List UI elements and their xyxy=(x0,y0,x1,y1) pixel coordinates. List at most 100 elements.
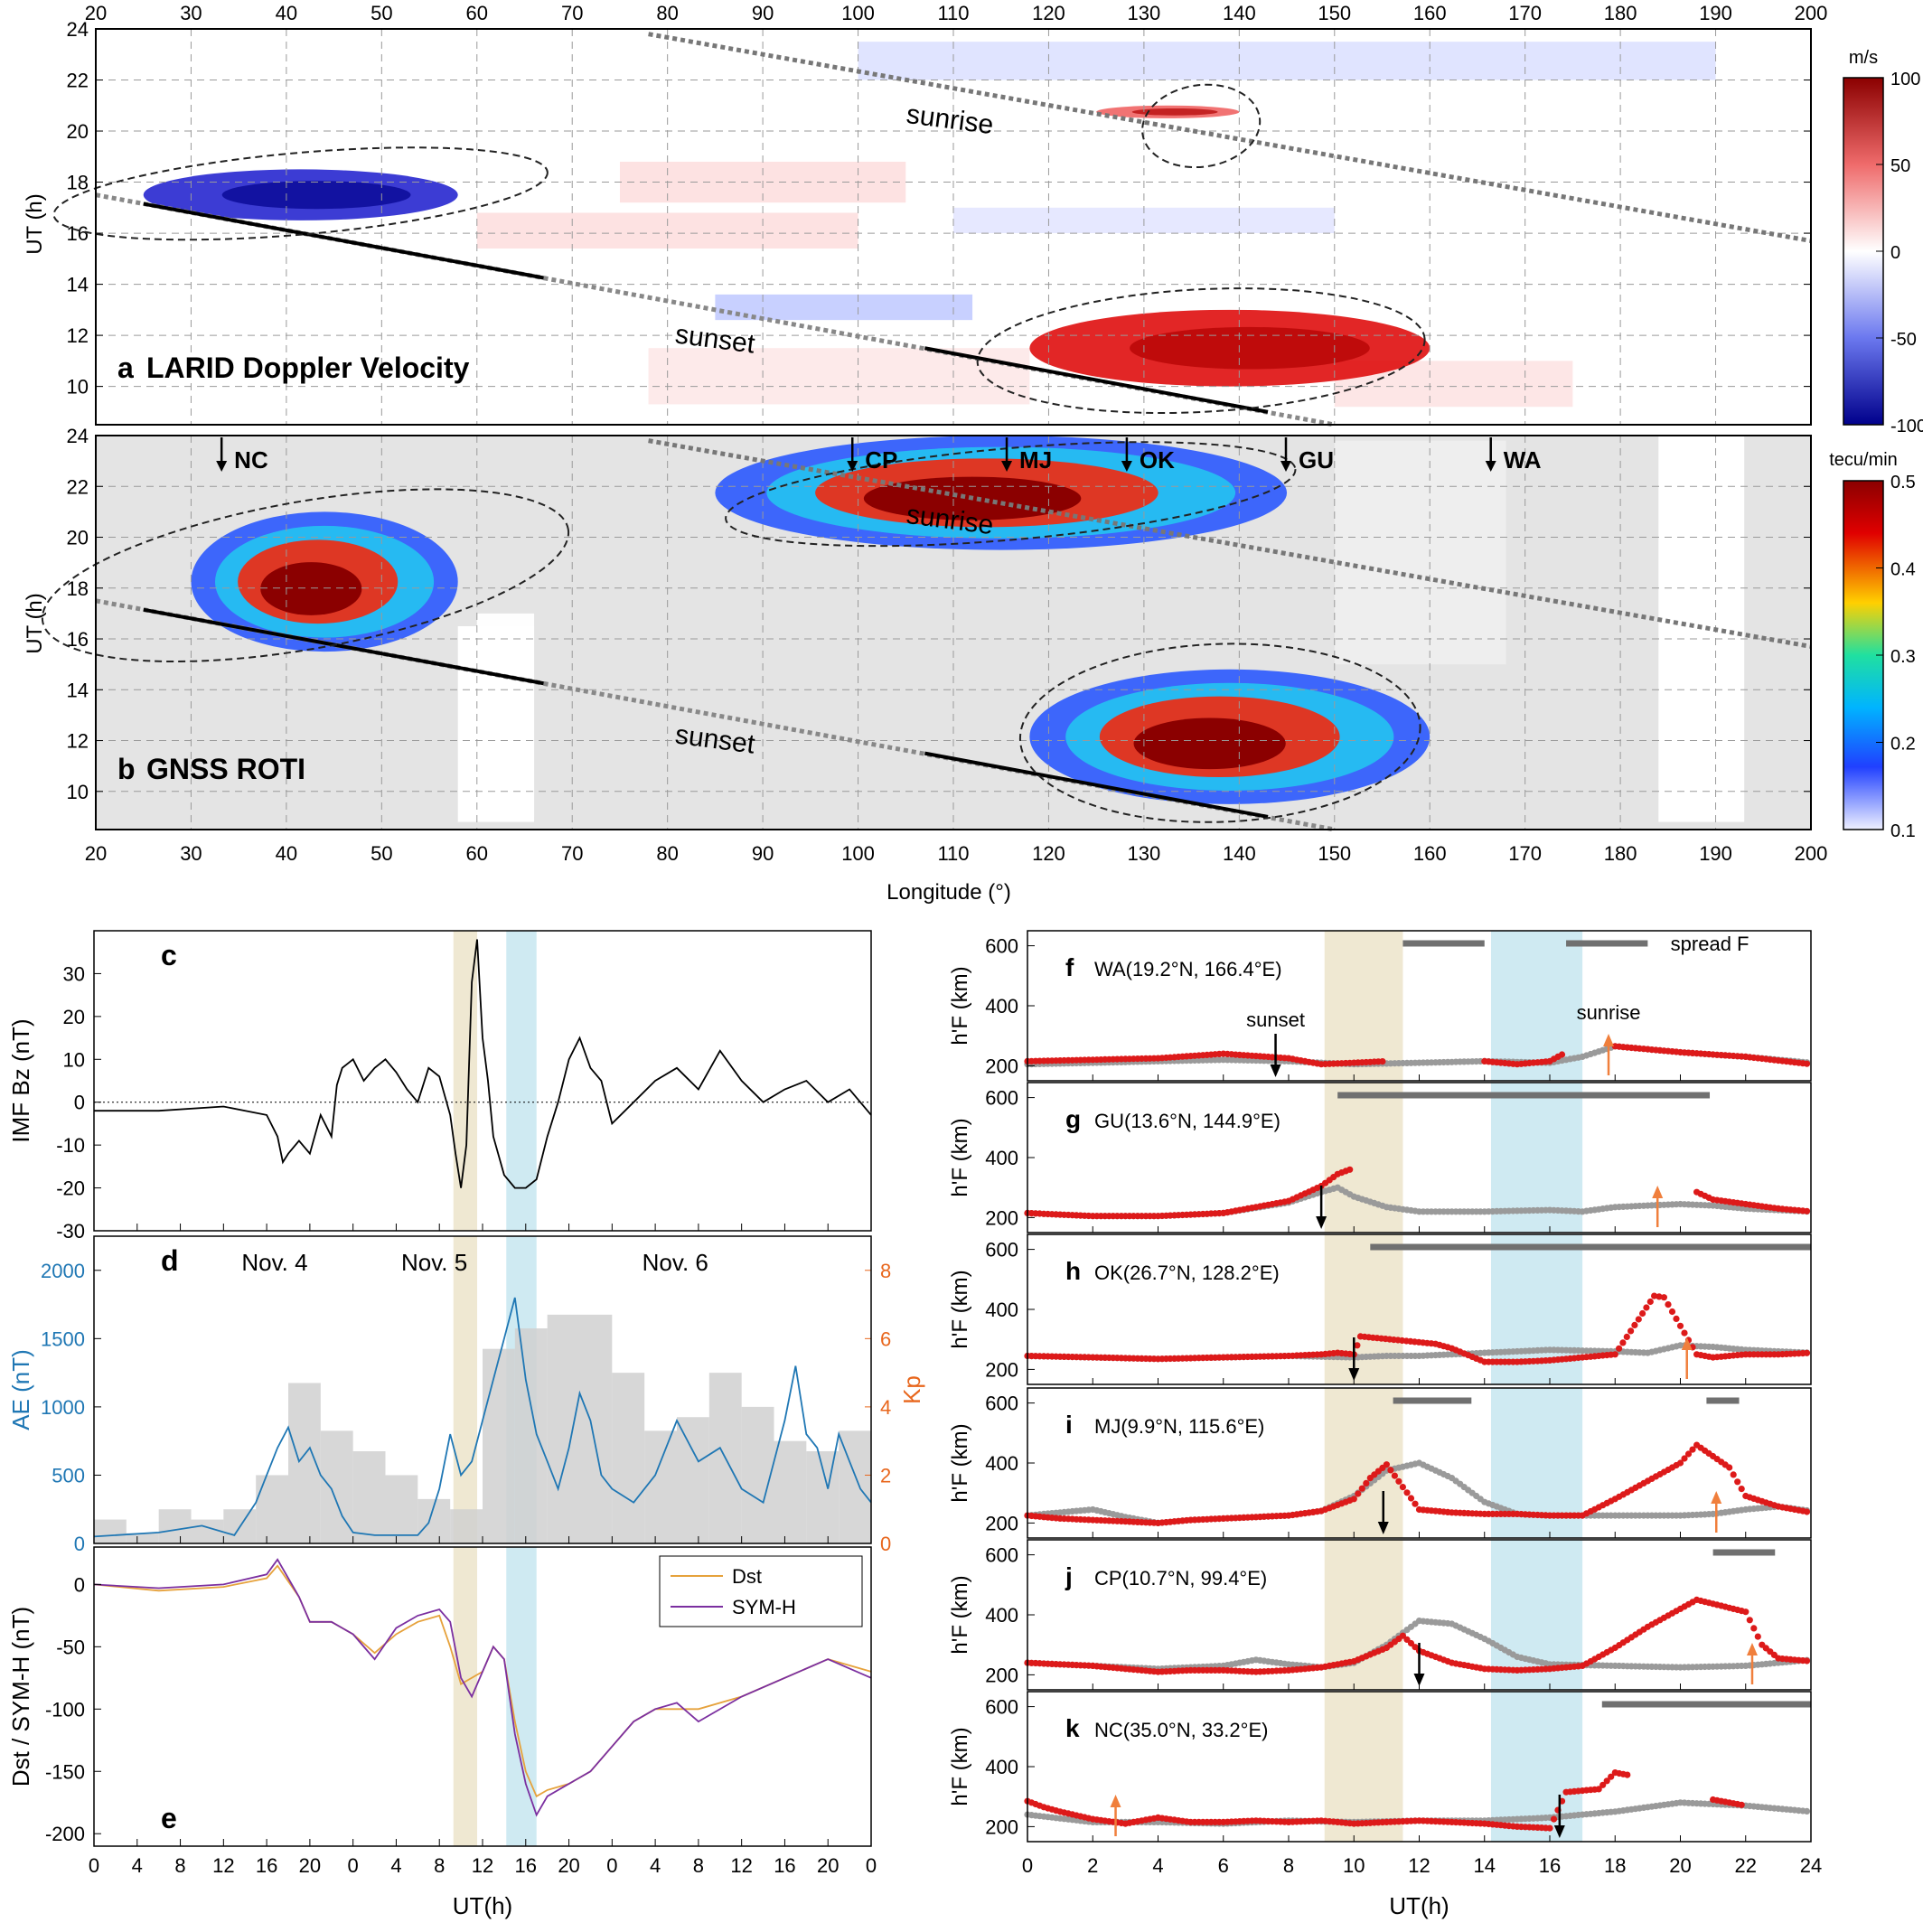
sunset-arrowhead xyxy=(1348,1368,1360,1381)
observed-point xyxy=(1616,1345,1623,1352)
series-line-ae xyxy=(93,1297,872,1538)
map-ut-tick-label: 14 xyxy=(67,274,89,296)
x-axis-label: UT(h) xyxy=(453,1892,512,1919)
observed-point xyxy=(1619,1339,1627,1346)
lon-tick-label-top: 180 xyxy=(1604,2,1637,24)
panel-frame xyxy=(1027,1233,1812,1385)
observed-point xyxy=(1730,1471,1737,1478)
x-tick-label: 6 xyxy=(1218,1854,1229,1877)
observed-point xyxy=(1395,1477,1402,1485)
observed-point xyxy=(1546,1824,1553,1832)
sunrise-arrowhead xyxy=(1681,1337,1693,1350)
x-tick-label: 10 xyxy=(1343,1854,1365,1877)
lon-tick-label-top: 120 xyxy=(1032,2,1065,24)
y-axis-label: h'F (km) xyxy=(948,1118,972,1196)
kp-bar xyxy=(612,1373,645,1543)
lon-tick-label-bottom: 60 xyxy=(466,842,488,865)
observed-point xyxy=(1726,1464,1733,1471)
kp-bar xyxy=(450,1509,483,1543)
phase-shade-main xyxy=(1324,931,1403,1081)
observed-point xyxy=(1407,1495,1415,1502)
lon-tick-label-top: 160 xyxy=(1413,2,1447,24)
sparse-coverage xyxy=(1334,440,1506,665)
sunrise-arrowhead xyxy=(1746,1643,1758,1655)
y-tick-label: 1000 xyxy=(41,1396,85,1419)
kp-tick-label: 6 xyxy=(880,1327,891,1350)
roti-feature-peak xyxy=(260,562,362,615)
lon-tick-label-top: 60 xyxy=(466,2,488,24)
y-tick-label: 600 xyxy=(985,1087,1018,1110)
observed-point xyxy=(1412,1500,1419,1507)
lon-tick-label-top: 190 xyxy=(1699,2,1732,24)
x-tick-label: 16 xyxy=(1539,1854,1561,1877)
observed-point xyxy=(1599,1781,1607,1788)
roti-feature-peak xyxy=(1133,717,1286,770)
x-axis-label: UT(h) xyxy=(1389,1892,1449,1919)
observed-point xyxy=(1681,1329,1688,1336)
panel-a-title: LARID Doppler Velocity xyxy=(146,352,470,384)
lon-tick-label-top: 170 xyxy=(1508,2,1542,24)
station-arrowhead xyxy=(1001,461,1013,472)
x-tick-label: 22 xyxy=(1735,1854,1757,1877)
legend-label: Dst xyxy=(732,1565,762,1588)
day-label: Nov. 6 xyxy=(643,1249,708,1276)
x-tick-label: 16 xyxy=(256,1854,277,1877)
sunrise-arrowhead xyxy=(1652,1186,1664,1198)
y-axis-label: h'F (km) xyxy=(948,966,972,1045)
x-tick-label: 0 xyxy=(348,1854,359,1877)
phase-shade-recovery xyxy=(506,931,537,1231)
panel-i: i MJ(9.9°N, 115.6°E) 600 400 200 h'F (km) xyxy=(948,1387,1812,1539)
x-tick-label: 12 xyxy=(1408,1854,1430,1877)
map-ut-tick-label: 16 xyxy=(67,222,89,245)
phase-shade-main xyxy=(1324,1388,1403,1538)
colorbar-tick-label: 0.4 xyxy=(1890,560,1916,580)
y-tick-label: -50 xyxy=(56,1636,85,1658)
y-axis-label: Dst / SYM-H (nT) xyxy=(7,1607,34,1787)
observed-point xyxy=(1668,1308,1676,1316)
observed-point xyxy=(1635,1316,1642,1323)
y-tick-label: 400 xyxy=(985,1756,1018,1778)
panel-frame xyxy=(1027,930,1812,1082)
y-axis-label: AE (nT) xyxy=(7,1349,34,1430)
station-arrowhead xyxy=(1121,461,1132,472)
kp-bar xyxy=(191,1519,224,1543)
sunrise-text: sunrise xyxy=(1577,1001,1641,1024)
region-outline xyxy=(1141,83,1262,169)
x-tick-label: 20 xyxy=(817,1854,839,1877)
lon-tick-label-top: 50 xyxy=(371,2,392,24)
lon-tick-label-bottom: 170 xyxy=(1508,842,1542,865)
x-tick-label: 2 xyxy=(1087,1854,1098,1877)
colorbar-a xyxy=(1843,77,1884,426)
lon-tick-label-top: 140 xyxy=(1223,2,1256,24)
observed-point xyxy=(1346,1166,1354,1173)
sunset-arrowhead xyxy=(1316,1216,1327,1229)
colorbar-tick-label: 0.5 xyxy=(1890,473,1916,492)
y-tick-label: 600 xyxy=(985,1544,1018,1567)
kp-tick-label: 8 xyxy=(880,1260,891,1282)
panel-letter: h xyxy=(1065,1257,1081,1285)
x-tick-label: 18 xyxy=(1604,1854,1626,1877)
map-ut-tick-label: 10 xyxy=(67,376,89,399)
y-tick-label: 0 xyxy=(74,1092,85,1114)
y-tick-label: -150 xyxy=(45,1760,85,1783)
y-tick-label: 2000 xyxy=(41,1260,85,1282)
panel-frame xyxy=(93,1235,872,1544)
phase-shade-recovery xyxy=(1490,931,1583,1081)
lon-tick-label-bottom: 70 xyxy=(561,842,583,865)
station-label: WA xyxy=(1504,446,1542,474)
overlay-labels: NC CP MJ OK GU WA xyxy=(216,437,1542,474)
observed-point xyxy=(1358,1485,1365,1492)
kp-bar xyxy=(677,1417,709,1543)
station-arrowhead xyxy=(216,461,228,472)
series-line-sym-h xyxy=(93,1558,872,1817)
panel-e: Dst SYM-H 0 -50 -100 -150 -200 Dst / SYM-H (nT)… xyxy=(7,1546,872,1847)
map-ut-tick-label: 16 xyxy=(67,628,89,651)
panel-frame xyxy=(93,1546,872,1847)
phase-shade-main xyxy=(453,1547,478,1846)
observed-point xyxy=(1608,1773,1615,1780)
y-tick-label: 600 xyxy=(985,935,1018,958)
y-axis-label: IMF Bz (nT) xyxy=(7,1018,34,1142)
legend-label: SYM-H xyxy=(732,1596,796,1618)
station-label: GU xyxy=(1299,446,1334,474)
sunset-arrowhead xyxy=(1377,1522,1389,1534)
